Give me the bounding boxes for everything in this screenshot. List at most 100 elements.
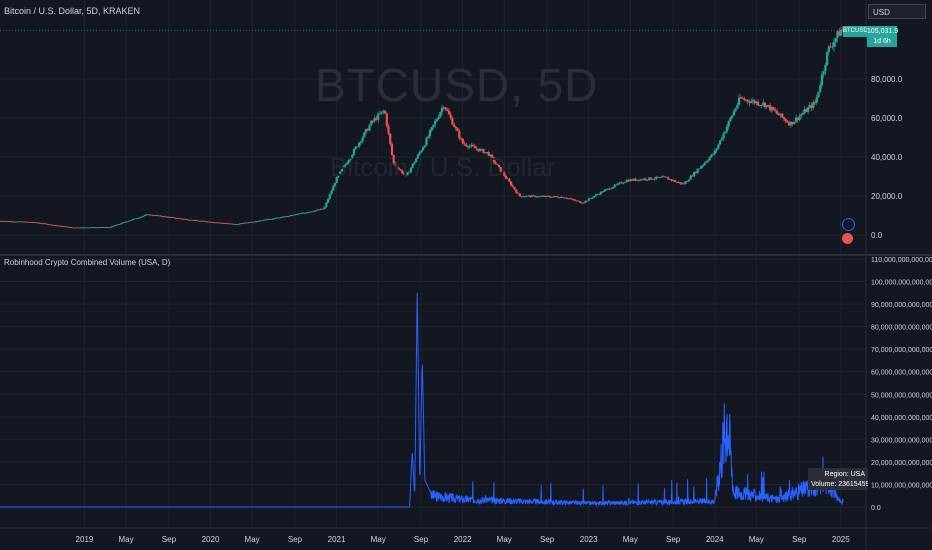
candle-body [841, 29, 844, 31]
candle-body [161, 216, 164, 218]
candle-body [661, 176, 665, 178]
price-tick-label: 40,000.0 [871, 153, 903, 162]
candle-body [561, 196, 565, 198]
candle-body [615, 184, 618, 186]
tooltip-volume: Volume: 23615459754 [811, 481, 868, 488]
candle-body [430, 127, 433, 131]
candle-body [19, 221, 22, 223]
indicator-title[interactable]: Robinhood Crypto Combined Volume (USA, D… [4, 258, 171, 267]
volume-tick-label: 60,000,000,000,000.0 [871, 370, 932, 377]
candle-body [366, 128, 369, 131]
candle-body [351, 154, 354, 158]
candle-body [304, 212, 307, 214]
candle-body [383, 110, 387, 114]
candle-body [525, 195, 528, 197]
candle-body [178, 218, 181, 219]
candle-body [549, 196, 552, 198]
candle-body [722, 133, 725, 139]
candle-body [698, 168, 701, 170]
candle-body [85, 227, 88, 229]
candle-body [107, 227, 110, 228]
candle-body [605, 189, 608, 191]
candle-body [665, 176, 668, 178]
candle-body [774, 110, 777, 112]
volume-tick-label: 100,000,000,000,000.0 [871, 280, 932, 287]
candle-body [409, 167, 413, 173]
candle-body [529, 195, 532, 197]
lightning-icon[interactable] [842, 218, 855, 231]
candle-body [143, 214, 147, 216]
candle-body [45, 223, 48, 225]
candle-body [777, 113, 780, 116]
candle-body [408, 172, 411, 173]
candle-body [62, 226, 65, 227]
candle-body [235, 224, 238, 225]
candle-body [753, 100, 756, 104]
candle-body [252, 221, 255, 223]
candle-body [378, 113, 381, 115]
candle-body [767, 105, 770, 106]
candle-body [513, 187, 516, 190]
candle-body [100, 227, 103, 228]
candle-body [703, 162, 706, 166]
candle-body [672, 180, 675, 182]
candle-body [454, 127, 457, 129]
candle-body [641, 179, 644, 181]
event-flag-icon[interactable] [842, 233, 853, 244]
candle-body [278, 217, 281, 219]
candle-body [544, 195, 547, 197]
candle-body [701, 165, 704, 167]
tooltip-region: Region: USA [824, 471, 865, 478]
candle-body [522, 196, 525, 198]
time-tick-label: 2022 [454, 535, 472, 544]
candle-body [568, 198, 571, 200]
candle-body [404, 174, 407, 176]
candle-body [83, 227, 86, 229]
candle-body [14, 221, 17, 223]
candle-body [128, 220, 131, 222]
candle-body [582, 202, 585, 204]
currency-selector[interactable]: USD [868, 4, 926, 19]
candle-body [226, 223, 230, 225]
bar-countdown-label: 1d 6h [867, 37, 897, 47]
candle-body [109, 227, 112, 228]
candle-body [758, 105, 761, 106]
candle-body [813, 102, 817, 103]
candle-body [428, 130, 432, 137]
volume-tick-label: 80,000,000,000,000.0 [871, 325, 932, 332]
candle-body [280, 216, 283, 218]
candle-body [26, 221, 29, 223]
candle-body [74, 227, 78, 229]
candle-body [275, 217, 278, 219]
price-tick-label: 20,000.0 [871, 192, 903, 201]
candle-body [734, 108, 737, 112]
candle-body [415, 158, 418, 163]
candle-body [0, 220, 3, 222]
candle-body [251, 221, 254, 223]
candle-body [803, 109, 806, 114]
candle-body [760, 105, 763, 106]
symbol-title[interactable]: Bitcoin / U.S. Dollar, 5D, KRAKEN [4, 6, 141, 16]
candle-body [807, 107, 810, 112]
candle-body [316, 209, 319, 211]
candle-body [47, 224, 50, 226]
candle-body [358, 142, 361, 147]
candle-body [656, 176, 660, 178]
candle-body [214, 222, 217, 224]
candle-body [691, 175, 694, 177]
candle-body [114, 225, 117, 226]
volume-tick-label: 40,000,000,000,000.0 [871, 415, 932, 422]
time-tick-label: May [749, 535, 764, 544]
candle-body [427, 136, 430, 138]
candle-body [159, 215, 162, 217]
candle-body [444, 107, 447, 110]
candle-body [699, 166, 703, 169]
candle-body [347, 160, 350, 163]
candle-body [819, 85, 822, 92]
candle-body [211, 222, 214, 223]
candle-body [765, 105, 768, 108]
candle-body [99, 227, 102, 228]
candle-body [781, 113, 784, 118]
candle-body [461, 138, 464, 144]
